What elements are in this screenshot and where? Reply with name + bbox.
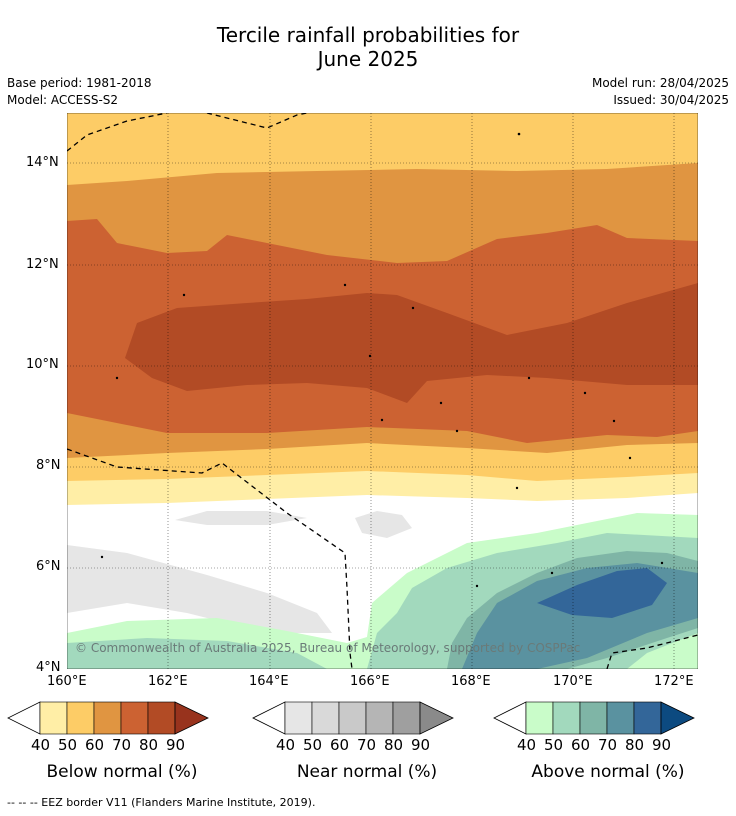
lat-tick-14: 14°N — [26, 155, 59, 170]
colorbar-max-arrow — [660, 701, 695, 735]
colorbar-segment — [525, 701, 554, 735]
lon-tick-166: 166°E — [350, 674, 390, 689]
colorbar-min-arrow — [252, 701, 286, 735]
colorbar-segment — [66, 701, 95, 735]
rainfall-map — [67, 113, 698, 669]
colorbar-tick: 90 — [411, 736, 431, 754]
colorbar-segment — [392, 701, 421, 735]
lat-tick-10: 10°N — [26, 357, 59, 372]
colorbar-above-normal — [493, 701, 695, 735]
colorbar-segment — [606, 701, 635, 735]
band-above-80 — [537, 568, 667, 618]
band-near-40 — [67, 545, 332, 633]
lon-tick-164: 164°E — [249, 674, 289, 689]
colorbar-label-below: Below normal (%) — [46, 762, 198, 782]
colorbar-label-near: Near normal (%) — [296, 762, 438, 782]
band-near-40b — [175, 511, 307, 525]
lon-tick-172: 172°E — [654, 674, 694, 689]
colorbar-tick: 80 — [384, 736, 404, 754]
colorbar-tick: 50 — [544, 736, 564, 754]
colorbar-below-normal — [7, 701, 209, 735]
lon-tick-168: 168°E — [451, 674, 491, 689]
lat-tick-6: 6°N — [36, 559, 61, 574]
colorbar-tick: 70 — [598, 736, 618, 754]
colorbar-max-arrow — [419, 701, 454, 735]
map-title-line1: Tercile rainfall probabilities for — [216, 23, 520, 47]
colorbar-tick: 60 — [330, 736, 350, 754]
eez-border-north — [67, 113, 168, 152]
colorbar-segment — [338, 701, 367, 735]
model-name: Model: ACCESS-S2 — [7, 93, 119, 107]
colorbar-segment — [311, 701, 340, 735]
eez-border-west — [67, 448, 353, 669]
colorbar-tick: 90 — [166, 736, 186, 754]
band-above-50b — [67, 638, 327, 669]
colorbar-tick: 40 — [276, 736, 296, 754]
band-near-40c — [355, 511, 412, 538]
colorbar-segment — [365, 701, 394, 735]
lon-tick-160: 160°E — [47, 674, 87, 689]
lon-tick-170: 170°E — [553, 674, 593, 689]
colorbar-tick: 70 — [112, 736, 132, 754]
colorbar-tick: 60 — [85, 736, 105, 754]
colorbar-tick: 60 — [571, 736, 591, 754]
colorbar-segment — [147, 701, 176, 735]
colorbar-tick: 80 — [139, 736, 159, 754]
colorbar-segment — [552, 701, 581, 735]
eez-legend-footer: -- -- -- EEZ border V11 (Flanders Marine… — [7, 796, 316, 809]
model-run: Model run: 28/04/2025 — [591, 76, 729, 90]
colorbar-near-normal — [252, 701, 454, 735]
colorbar-tick: 40 — [517, 736, 537, 754]
colorbar-min-arrow — [7, 701, 41, 735]
colorbar-tick: 90 — [652, 736, 672, 754]
colorbar-segment — [633, 701, 662, 735]
colorbar-max-arrow — [174, 701, 209, 735]
colorbar-segment — [284, 701, 313, 735]
copyright-credit: © Commonwealth of Australia 2025, Bureau… — [75, 641, 581, 655]
lon-tick-162: 162°E — [148, 674, 188, 689]
issued-date: Issued: 30/04/2025 — [613, 93, 729, 107]
lat-tick-4: 4°N — [36, 660, 61, 675]
eez-border-north-b — [206, 113, 308, 129]
colorbar-segment — [579, 701, 608, 735]
colorbar-tick: 50 — [303, 736, 323, 754]
map-title-line2: June 2025 — [317, 47, 419, 71]
lat-tick-8: 8°N — [36, 458, 61, 473]
colorbar-segment — [93, 701, 122, 735]
lat-tick-12: 12°N — [26, 257, 59, 272]
colorbar-tick: 70 — [357, 736, 377, 754]
colorbar-tick: 80 — [625, 736, 645, 754]
colorbar-segment — [120, 701, 149, 735]
colorbar-min-arrow — [493, 701, 527, 735]
colorbar-tick: 40 — [31, 736, 51, 754]
colorbar-tick: 50 — [58, 736, 78, 754]
band-below-80 — [125, 283, 698, 403]
colorbar-label-above: Above normal (%) — [531, 762, 685, 782]
base-period: Base period: 1981-2018 — [7, 76, 152, 90]
colorbar-segment — [39, 701, 68, 735]
